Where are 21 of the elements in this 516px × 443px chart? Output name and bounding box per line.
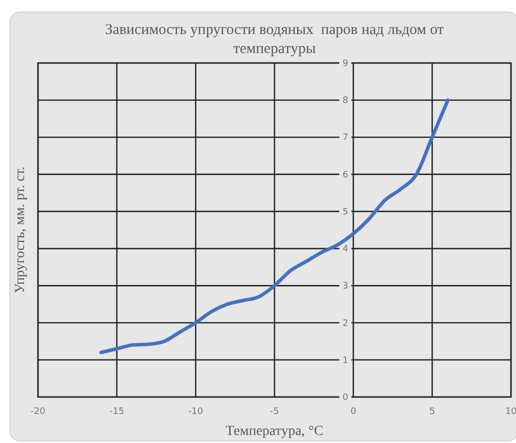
y-tick-label: 2	[342, 318, 348, 329]
y-tick-label: 9	[342, 59, 348, 69]
x-tick-label: -15	[109, 407, 124, 417]
chart-title: Зависимость упругости водяных паров над льдом от температуры	[105, 22, 444, 57]
x-tick-label: 5	[429, 407, 436, 417]
x-tick-label: 10	[505, 407, 516, 417]
y-tick-label: 6	[342, 170, 348, 180]
x-tick-label: -5	[270, 407, 279, 417]
x-axis-title: Температура, °C	[226, 424, 324, 439]
x-tick-label: 0	[350, 407, 356, 417]
y-axis-title: Упругость, мм. рт. ст.	[13, 166, 28, 294]
y-tick-label: 7	[342, 133, 348, 144]
y-tick-label: 1	[342, 356, 348, 366]
line-series	[99, 98, 450, 354]
y-tick-label: 0	[342, 393, 348, 403]
x-tick-label: -10	[188, 407, 204, 417]
y-tick-label: 8	[342, 96, 348, 106]
x-tick-label: -20	[30, 407, 46, 417]
y-tick-label: 5	[342, 207, 348, 218]
y-tick-label: 4	[342, 244, 348, 255]
y-tick-label: 3	[342, 282, 348, 292]
